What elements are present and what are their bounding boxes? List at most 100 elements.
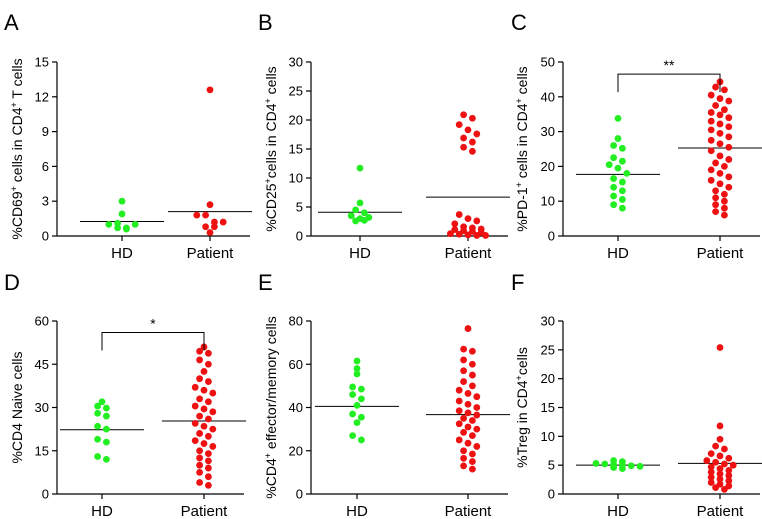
panel-letter: B <box>258 10 273 35</box>
y-axis-title: %PD-1+ cells in CD4+ cells <box>514 66 530 231</box>
data-point <box>460 414 467 422</box>
y-tick-label: 30 <box>541 314 555 329</box>
data-point <box>219 218 227 226</box>
data-point <box>460 134 467 142</box>
data-point <box>716 111 724 119</box>
data-point <box>455 211 463 218</box>
data-point <box>619 144 626 152</box>
data-point <box>460 428 467 436</box>
panel-letter: D <box>4 270 20 295</box>
data-point <box>469 371 476 379</box>
data-point <box>196 447 204 455</box>
data-point <box>460 111 467 119</box>
data-point <box>610 192 617 200</box>
data-point <box>716 120 724 128</box>
y-tick-label: 12 <box>35 89 49 104</box>
data-point <box>118 210 126 218</box>
data-point <box>716 140 724 148</box>
data-point <box>712 458 719 466</box>
x-category-label: HD <box>91 503 113 519</box>
data-point <box>614 135 622 142</box>
data-point <box>455 407 463 415</box>
data-point <box>460 367 467 375</box>
data-point <box>725 97 733 105</box>
data-point <box>196 430 204 437</box>
data-point <box>205 464 212 472</box>
data-point <box>707 166 715 174</box>
data-point <box>349 432 356 440</box>
y-tick-label: 45 <box>35 357 49 372</box>
data-point <box>206 229 214 236</box>
data-point <box>349 383 356 391</box>
data-point <box>707 468 715 476</box>
data-point <box>482 232 489 239</box>
data-point <box>721 86 728 94</box>
data-point <box>721 190 728 198</box>
data-point <box>94 453 101 460</box>
data-point <box>473 232 481 239</box>
data-point <box>729 461 737 469</box>
data-point <box>353 370 361 378</box>
data-point <box>94 409 101 417</box>
data-point <box>205 432 212 440</box>
data-point <box>103 425 110 433</box>
x-category-label: HD <box>607 503 629 519</box>
data-point <box>205 481 212 489</box>
data-point <box>725 123 733 131</box>
data-point <box>455 397 463 405</box>
data-point <box>725 173 733 181</box>
data-point <box>356 199 364 207</box>
y-tick-label: 10 <box>541 194 555 209</box>
data-point <box>707 136 715 144</box>
y-tick-label: 15 <box>35 443 49 458</box>
data-point <box>703 457 711 464</box>
data-point <box>707 473 715 481</box>
data-point <box>716 180 724 188</box>
y-tick-label: 0 <box>548 229 555 244</box>
data-point <box>610 183 617 191</box>
significance-bracket <box>101 332 205 351</box>
x-category-label: Patient <box>445 245 493 262</box>
data-point <box>721 197 728 205</box>
data-point <box>725 183 733 191</box>
data-point <box>353 401 361 409</box>
data-point <box>205 415 212 423</box>
y-tick-label: 9 <box>42 124 49 139</box>
panel-A: A 0 3 6 9 12 15 HD Patient %CD69+ cells in CD4+ T… <box>4 10 252 262</box>
data-point <box>358 413 365 421</box>
data-point <box>123 224 130 232</box>
data-point <box>725 472 733 479</box>
y-tick-label: 25 <box>289 84 303 99</box>
data-point <box>118 197 126 205</box>
data-point <box>451 226 459 234</box>
data-point <box>455 121 463 129</box>
data-point <box>98 398 106 406</box>
data-point <box>605 161 613 169</box>
significance-label: ** <box>664 57 675 73</box>
data-point <box>716 169 724 177</box>
y-tick-label: 80 <box>289 314 303 329</box>
data-point <box>721 211 728 219</box>
data-point <box>716 422 724 430</box>
data-point <box>196 347 204 355</box>
data-point <box>193 211 201 219</box>
data-point <box>473 425 481 433</box>
data-point <box>94 402 101 410</box>
data-point <box>103 404 110 412</box>
data-point <box>196 454 204 462</box>
y-tick-label: 0 <box>42 487 49 502</box>
data-point <box>211 223 218 231</box>
y-axis-title: %CD69+ cells in CD4+ T cells <box>9 58 25 239</box>
data-point <box>469 147 476 155</box>
y-axis-title: %Treg in CD4+cells <box>514 347 530 468</box>
data-point <box>358 436 365 444</box>
data-point <box>196 356 204 364</box>
data-point <box>349 410 356 418</box>
data-point <box>712 208 719 216</box>
x-category-label: Patient <box>187 245 235 262</box>
data-point <box>460 143 467 151</box>
data-point <box>356 164 364 172</box>
data-point <box>716 475 724 483</box>
data-point <box>205 349 212 357</box>
data-point <box>610 175 617 182</box>
